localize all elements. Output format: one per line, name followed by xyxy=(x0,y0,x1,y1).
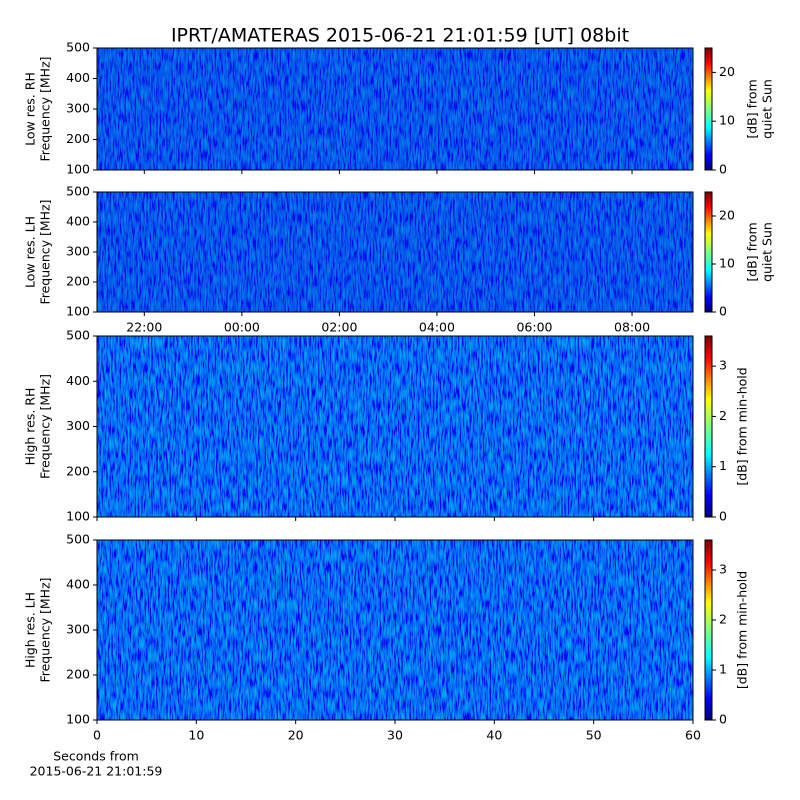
colorbar xyxy=(705,540,712,720)
y-tick-label: 400 xyxy=(66,373,90,388)
colorbar-frame xyxy=(704,539,713,721)
y-tick-label: 500 xyxy=(66,184,90,199)
y-tick-label: 300 xyxy=(66,418,90,433)
x-axis-label: Seconds from 2015-06-21 21:01:59 xyxy=(30,748,163,778)
colorbar-tick-label: 1 xyxy=(719,458,727,473)
y-tick-label: 300 xyxy=(66,101,90,116)
colorbar-tick-label: 3 xyxy=(719,358,727,373)
colorbar-tick-label: 20 xyxy=(719,208,735,223)
y-axis-label: Low res. RHFrequency [MHz] xyxy=(22,56,52,161)
y-tick-label: 100 xyxy=(66,304,90,319)
spectrogram-texture xyxy=(97,336,693,517)
spectrogram-texture xyxy=(97,540,693,720)
x-tick-label: 06:00 xyxy=(516,320,552,335)
y-tick-label: 200 xyxy=(66,131,90,146)
y-tick-label: 200 xyxy=(66,274,90,289)
y-tick-label: 400 xyxy=(66,577,90,592)
y-tick-label: 100 xyxy=(66,712,90,727)
y-tick-label: 400 xyxy=(66,70,90,85)
colorbar-label: [dB] fromquiet Sun xyxy=(744,222,774,282)
y-tick-label: 400 xyxy=(66,214,90,229)
x-tick-label: 22:00 xyxy=(126,320,162,335)
colorbar-tick-label: 10 xyxy=(719,256,735,271)
colorbar-label: [dB] from min-hold xyxy=(735,571,750,689)
y-tick-label: 100 xyxy=(66,162,90,177)
colorbar-tick-label: 0 xyxy=(719,162,727,177)
colorbar-tick-label: 0 xyxy=(719,304,727,319)
colorbar-frame xyxy=(704,335,713,518)
x-tick-label: 08:00 xyxy=(614,320,650,335)
x-tick-label: 50 xyxy=(586,728,602,743)
x-tick-label: 40 xyxy=(486,728,502,743)
colorbar-label: [dB] fromquiet Sun xyxy=(744,79,774,139)
x-tick-label: 04:00 xyxy=(419,320,455,335)
colorbar-tick-label: 1 xyxy=(719,662,727,677)
colorbar xyxy=(705,336,712,517)
colorbar-tick-label: 2 xyxy=(719,408,727,423)
x-tick-label: 60 xyxy=(685,728,701,743)
y-tick-label: 100 xyxy=(66,509,90,524)
colorbar-tick-label: 2 xyxy=(719,612,727,627)
x-tick-label: 30 xyxy=(387,728,403,743)
colorbar xyxy=(705,48,712,170)
colorbar-tick-label: 0 xyxy=(719,509,727,524)
y-tick-label: 200 xyxy=(66,667,90,682)
colorbar-frame xyxy=(704,191,713,313)
y-tick-label: 500 xyxy=(66,328,90,343)
y-tick-label: 300 xyxy=(66,622,90,637)
x-tick-label: 0 xyxy=(93,728,101,743)
y-tick-label: 200 xyxy=(66,463,90,478)
x-tick-label: 00:00 xyxy=(224,320,260,335)
x-tick-label: 20 xyxy=(288,728,304,743)
spectrogram-texture xyxy=(97,48,693,170)
y-axis-label: High res. RHFrequency [MHz] xyxy=(22,374,52,479)
colorbar xyxy=(705,192,712,312)
y-tick-label: 500 xyxy=(66,40,90,55)
colorbar-tick-label: 3 xyxy=(719,562,727,577)
colorbar-tick-label: 10 xyxy=(719,113,735,128)
colorbar-label: [dB] from min-hold xyxy=(735,367,750,485)
y-tick-label: 300 xyxy=(66,244,90,259)
y-axis-label: Low res. LHFrequency [MHz] xyxy=(22,199,52,304)
spectrogram-texture xyxy=(97,192,693,312)
figure-title: IPRT/AMATERAS 2015-06-21 21:01:59 [UT] 0… xyxy=(171,25,629,47)
colorbar-tick-label: 0 xyxy=(719,712,727,727)
y-axis-label: High res. LHFrequency [MHz] xyxy=(22,577,52,682)
x-tick-label: 02:00 xyxy=(321,320,357,335)
y-tick-label: 500 xyxy=(66,532,90,547)
x-tick-label: 10 xyxy=(188,728,204,743)
colorbar-frame xyxy=(704,47,713,171)
colorbar-tick-label: 20 xyxy=(719,64,735,79)
